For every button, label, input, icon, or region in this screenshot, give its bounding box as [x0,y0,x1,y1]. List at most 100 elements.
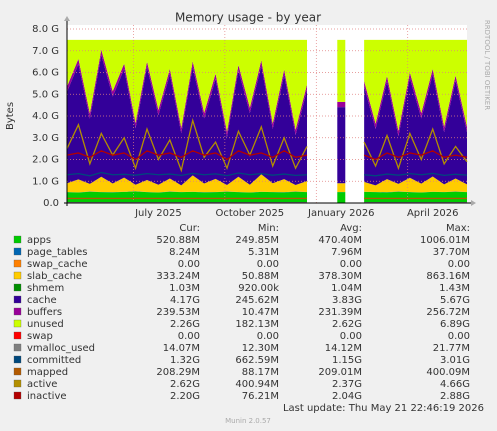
legend-label: shmem [27,283,64,294]
y-tick-label: 3.0 G [32,133,59,144]
legend-value: 0.00 [448,259,470,270]
legend-value: 0.00 [340,331,362,342]
legend-label: inactive [27,391,67,402]
legend-swatch [13,367,22,376]
legend-value: 0.00 [448,331,470,342]
area [67,54,467,186]
x-tick-label: October 2025 [216,208,285,219]
legend-swatch [13,391,22,400]
x-tick-label: July 2025 [134,208,182,219]
legend-swatch [13,295,22,304]
y-tick-label: 1.0 G [32,176,59,187]
axis-arrow [471,200,476,206]
legend-header: Max: [446,223,470,234]
legend-value: 14.12M [325,343,362,354]
legend-value: 5.67G [440,295,470,306]
legend-swatch [13,283,22,292]
legend-value: 245.62M [235,295,279,306]
legend-value: 863.16M [426,271,470,282]
legend-value: 920.00k [238,283,279,294]
legend-value: 2.88G [440,391,470,402]
y-tick-label: 8.0 G [32,24,59,35]
legend-swatch [13,319,22,328]
legend-value: 8.24M [169,247,200,258]
legend-value: 520.88M [156,235,200,246]
legend-label: cache [27,295,57,306]
legend-value: 0.00 [257,331,279,342]
legend-value: 10.47M [242,307,279,318]
y-tick-label: 7.0 G [32,46,59,57]
legend-value: 0.00 [178,331,200,342]
legend-value: 1.15G [332,355,362,366]
legend-value: 1006.01M [420,235,470,246]
legend-swatch [13,307,22,316]
legend-value: 231.39M [318,307,362,318]
legend-value: 256.72M [426,307,470,318]
legend-label: swap [27,331,53,342]
area [67,174,467,193]
legend-value: 88.17M [242,367,279,378]
legend-value: 2.20G [170,391,200,402]
legend-value: 209.01M [318,367,362,378]
legend-label: swap_cache [27,259,87,270]
area [67,191,467,193]
legend-value: 0.00 [178,259,200,270]
area [67,191,467,203]
legend-value: 37.70M [433,247,470,258]
line [66,117,468,173]
legend-value: 2.37G [332,379,362,390]
legend-header: Min: [258,223,279,234]
legend-value: 182.13M [235,319,279,330]
legend-value: 400.09M [426,367,470,378]
legend-label: active [27,379,57,390]
legend-value: 4.17G [170,295,200,306]
y-tick-label: 5.0 G [32,89,59,100]
legend-label: mapped [27,367,68,378]
legend-label: vmalloc_used [27,343,95,354]
legend-value: 2.26G [170,319,200,330]
legend-swatch [13,259,22,268]
line [66,150,468,161]
legend-label: apps [27,235,51,246]
legend-swatch [13,331,22,340]
legend-value: 208.29M [156,367,200,378]
legend-value: 249.85M [235,235,279,246]
legend-value: 1.32G [170,355,200,366]
y-axis-label: Bytes [5,102,16,130]
legend-header: Avg: [340,223,362,234]
legend-swatch [13,235,22,244]
legend-swatch [13,247,22,256]
legend-value: 14.07M [163,343,200,354]
chart-title: Memory usage - by year [175,11,321,25]
legend-value: 3.01G [440,355,470,366]
legend-value: 3.83G [332,295,362,306]
legend-swatch [13,271,22,280]
legend-value: 0.00 [340,259,362,270]
legend-label: unused [27,319,64,330]
y-tick-label: 0.0 [43,198,59,209]
legend-label: committed [27,355,81,366]
legend-value: 12.30M [242,343,279,354]
legend-value: 7.96M [331,247,362,258]
legend-value: 6.89G [440,319,470,330]
legend-value: 1.03M [169,283,200,294]
legend-value: 2.62G [332,319,362,330]
legend-swatch [13,355,22,364]
legend-label: page_tables [27,247,88,258]
legend-value: 0.00 [257,259,279,270]
area [67,49,467,138]
legend-value: 400.94M [235,379,279,390]
legend-value: 50.88M [242,271,279,282]
legend-label: slab_cache [27,271,82,282]
y-tick-label: 4.0 G [32,111,59,122]
legend-value: 333.24M [156,271,200,282]
x-tick-label: April 2026 [407,208,458,219]
legend-value: 1.43M [439,283,470,294]
legend-value: 1.04M [331,283,362,294]
legend-value: 4.66G [440,379,470,390]
legend-value: 662.59M [235,355,279,366]
legend-value: 21.77M [433,343,470,354]
legend-label: buffers [27,307,62,318]
y-tick-label: 6.0 G [32,68,59,79]
